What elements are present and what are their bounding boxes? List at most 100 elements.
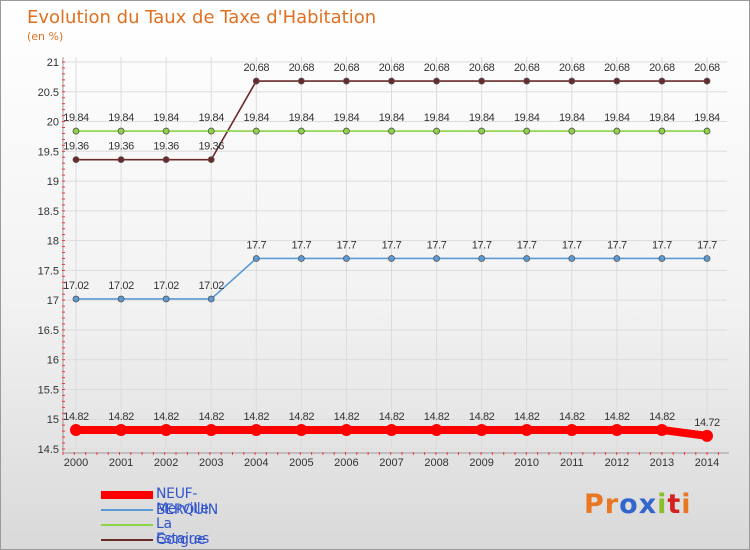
legend-swatch [101, 539, 153, 541]
data-label: 20.68 [559, 62, 585, 74]
data-label: 14.82 [604, 411, 630, 423]
logo-letter: i [681, 489, 692, 520]
data-label: 19.84 [198, 112, 224, 124]
data-point [565, 423, 578, 436]
data-label: 19.36 [198, 141, 224, 153]
data-label: 20.68 [334, 62, 360, 74]
data-point [343, 255, 350, 262]
data-label: 17.7 [472, 239, 492, 251]
logo-letter: P [584, 489, 605, 520]
data-point [72, 127, 80, 135]
data-point [343, 77, 350, 85]
x-tick-label: 2006 [334, 457, 358, 469]
data-label: 20.68 [469, 62, 495, 74]
data-label: 17.02 [63, 280, 89, 292]
data-label: 14.82 [289, 411, 315, 423]
data-point [117, 156, 125, 164]
data-label: 17.7 [246, 239, 266, 251]
data-point [613, 77, 621, 85]
y-tick-label: 21 [47, 57, 59, 69]
data-label: 20.68 [289, 62, 315, 74]
data-label: 17.7 [291, 239, 311, 251]
data-label: 17.02 [153, 280, 179, 292]
data-label: 17.7 [382, 239, 402, 251]
data-point [252, 77, 260, 85]
data-label: 17.7 [697, 239, 717, 251]
logo-letter: x [638, 489, 658, 520]
data-point [523, 255, 531, 262]
data-label: 20.68 [379, 62, 405, 74]
data-label: 14.72 [694, 417, 720, 429]
data-label: 19.84 [694, 112, 720, 124]
y-tick-label: 20.5 [38, 87, 59, 99]
y-tick-label: 14.5 [38, 444, 59, 456]
data-point [207, 156, 215, 164]
data-point [433, 127, 440, 135]
data-point [115, 423, 128, 436]
data-label: 19.84 [63, 112, 89, 124]
data-point [478, 127, 486, 135]
data-point [523, 127, 531, 135]
data-point [388, 77, 395, 85]
data-label: 17.02 [198, 280, 224, 292]
data-label: 17.7 [562, 239, 582, 251]
data-point [295, 423, 308, 436]
data-label: 14.82 [379, 411, 405, 423]
data-label: 19.36 [153, 141, 179, 153]
data-label: 17.7 [652, 239, 672, 251]
data-point [117, 127, 125, 135]
data-point [205, 423, 218, 436]
legend-swatch [101, 491, 153, 499]
logo-letter: o [619, 489, 639, 520]
data-label: 17.02 [108, 280, 134, 292]
data-label: 19.84 [604, 112, 630, 124]
data-point [117, 295, 125, 303]
data-label: 20.68 [694, 62, 720, 74]
series-neuf-berquin: 14.82 14.82 14.82 14.82 14.82 14.82 14.82 14.82… [63, 411, 720, 442]
y-tick-label: 20 [47, 117, 59, 129]
data-point [703, 77, 711, 85]
y-tick-label: 19 [47, 176, 59, 188]
data-point [72, 156, 80, 164]
data-point [568, 77, 576, 85]
data-point [388, 127, 395, 135]
logo-letter: i [657, 489, 668, 520]
x-tick-label: 2013 [650, 457, 674, 469]
data-point [701, 429, 713, 442]
data-label: 19.84 [469, 112, 495, 124]
y-tick-label: 19.5 [38, 146, 59, 158]
data-point [72, 295, 80, 303]
y-tick-label: 18.5 [38, 206, 59, 218]
x-tick-label: 2011 [560, 457, 584, 469]
data-point [340, 423, 353, 436]
data-label: 14.82 [244, 411, 270, 423]
x-tick-label: 2007 [379, 457, 403, 469]
data-point [703, 255, 711, 262]
x-tick-label: 2000 [64, 457, 88, 469]
x-tick-label: 2003 [199, 457, 223, 469]
data-point [297, 255, 305, 262]
data-label: 14.82 [63, 411, 89, 423]
series-la-gorgue: 19.84 19.84 19.84 19.84 19.84 19.84 19.84 19.84… [63, 112, 720, 135]
data-label: 20.68 [514, 62, 540, 74]
y-tick-label: 15 [47, 414, 59, 426]
data-point [207, 295, 215, 303]
chart-unit-label: (en %) [27, 30, 64, 43]
data-label: 14.82 [198, 411, 224, 423]
data-point [160, 423, 173, 436]
y-tick-label: 18 [47, 236, 59, 248]
series-estaires: 19.36 19.36 19.36 19.36 20.68 20.68 20.68 20.68… [63, 62, 720, 164]
y-tick-label: 17 [47, 295, 59, 307]
data-label: 17.7 [337, 239, 357, 251]
y-tick-label: 16.5 [38, 325, 59, 337]
data-point [162, 156, 170, 164]
y-tick-label: 16 [47, 355, 59, 367]
data-label: 17.7 [607, 239, 627, 251]
data-label: 19.84 [153, 112, 179, 124]
data-point [613, 127, 621, 135]
data-label: 19.36 [63, 141, 89, 153]
data-point [385, 423, 398, 436]
legend-swatch [101, 524, 153, 526]
